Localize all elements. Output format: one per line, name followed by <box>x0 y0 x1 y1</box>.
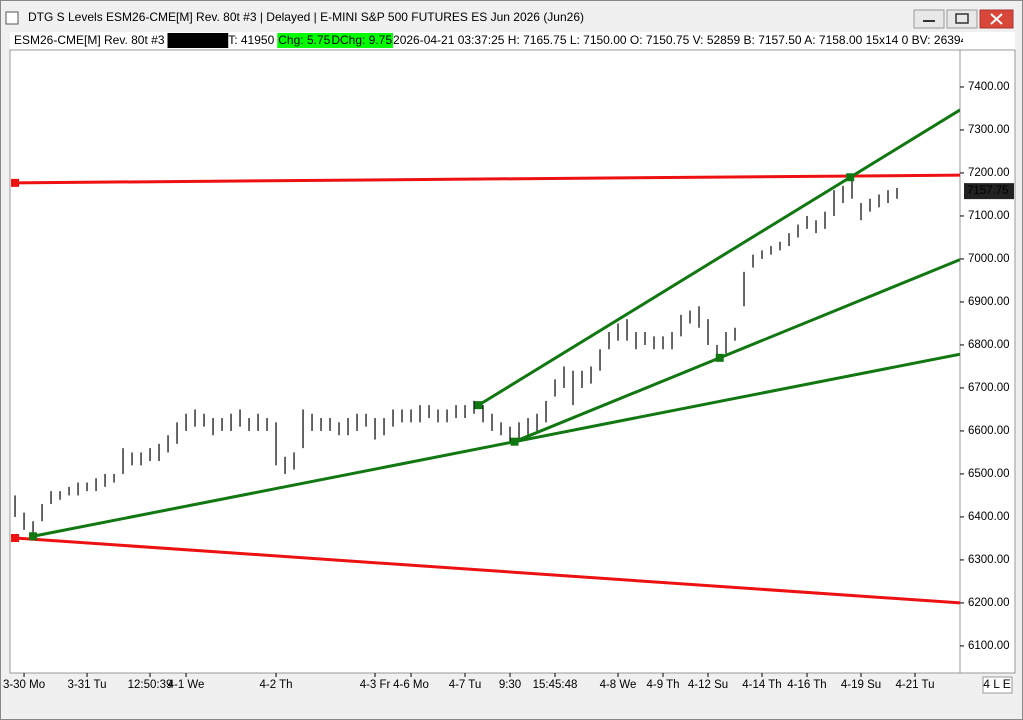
x-tick-label: 15:45:48 <box>533 679 578 691</box>
footer-box[interactable] <box>982 676 1013 694</box>
trend-anchor <box>11 178 20 187</box>
trend-anchor <box>715 353 724 362</box>
trend-line <box>513 258 960 444</box>
info-items: ESM26-CME[M] Rev. 80t #3 C: 7157.75 T: 419… <box>14 33 1023 48</box>
info-item: T: 41950 <box>228 33 274 47</box>
y-tick-label: 6500.00 <box>968 468 1010 480</box>
last-price-label: 7157.75 <box>967 185 1009 197</box>
y-tick-label: 7300.00 <box>968 124 1010 136</box>
x-tick-label: 4-19 Su <box>841 679 881 691</box>
x-tick-label: 4-2 Th <box>260 679 293 691</box>
y-tick-label: 6300.00 <box>968 554 1010 566</box>
trend-line <box>32 352 960 538</box>
x-tick-label: 3-30 Mo <box>3 679 45 691</box>
trend-anchor <box>29 532 38 541</box>
y-tick-label: 6900.00 <box>968 296 1010 308</box>
last-price-box <box>964 183 1014 200</box>
x-tick-label: 4-1 We <box>168 679 205 691</box>
x-tick-label: 4-12 Su <box>688 679 728 691</box>
plot-area <box>9 49 961 674</box>
close-icon <box>990 13 1003 25</box>
x-tick-label: 4-16 Th <box>787 679 826 691</box>
price-axis <box>959 49 1016 674</box>
y-tick-label: 6700.00 <box>968 382 1010 394</box>
trend-line <box>14 536 960 605</box>
minimize-button[interactable] <box>913 9 945 29</box>
info-highlight <box>167 33 229 48</box>
y-tick-label: 6200.00 <box>968 597 1010 609</box>
trend-anchor <box>846 173 855 182</box>
trend-line <box>477 108 960 407</box>
x-tick-label: 4-9 Th <box>646 679 679 691</box>
info-item: Chg: 5.75 <box>278 33 330 47</box>
info-bar <box>10 32 1015 50</box>
x-tick-label: 9:30 <box>499 679 521 691</box>
trend-anchor <box>510 437 519 446</box>
y-tick-label: 6600.00 <box>968 425 1010 437</box>
x-tick-label: 4-21 Tu <box>896 679 935 691</box>
trend-anchor <box>474 401 483 410</box>
trend-anchor <box>11 533 20 542</box>
y-tick-label: 7200.00 <box>968 167 1010 179</box>
x-tick-label: 4-8 We <box>600 679 637 691</box>
info-item: DChg: 9.75 <box>331 33 392 47</box>
info-item: C: 7157.75 <box>169 33 228 47</box>
info-highlight <box>277 33 332 48</box>
x-tick-label: 4-7 Tu <box>449 679 482 691</box>
window-title: DTG S Levels ESM26-CME[M] Rev. 80t #3 | … <box>28 10 584 24</box>
y-tick-label: 7100.00 <box>968 210 1010 222</box>
maximize-button[interactable] <box>946 9 978 29</box>
info-item: 2026-04-21 03:37:25 H: 7165.75 L: 7150.0… <box>393 33 1023 47</box>
y-tick-label: 7400.00 <box>968 81 1010 93</box>
axes: 6100.00 6200.00 6300.00 6400.00 6500.00 6600.… <box>3 81 1014 691</box>
x-tick-label: 4-14 Th <box>742 679 781 691</box>
plot <box>11 108 960 605</box>
info-item: ESM26-CME[M] Rev. 80t #3 <box>14 33 165 47</box>
x-tick-label: 12:50:39 <box>128 679 173 691</box>
y-tick-label: 6100.00 <box>968 640 1010 652</box>
footer-label: 4 L E <box>983 677 1011 691</box>
y-tick-label: 6400.00 <box>968 511 1010 523</box>
x-tick-label: 3-31 Tu <box>68 679 107 691</box>
maximize-icon <box>955 13 969 24</box>
y-tick-label: 6800.00 <box>968 339 1010 351</box>
x-tick-label: 4-6 Mo <box>393 679 429 691</box>
window-icon <box>5 11 19 25</box>
info-highlight <box>330 33 394 48</box>
x-tick-label: 4-3 Fr <box>360 679 391 691</box>
y-tick-label: 7000.00 <box>968 253 1010 265</box>
trend-line <box>15 173 960 185</box>
